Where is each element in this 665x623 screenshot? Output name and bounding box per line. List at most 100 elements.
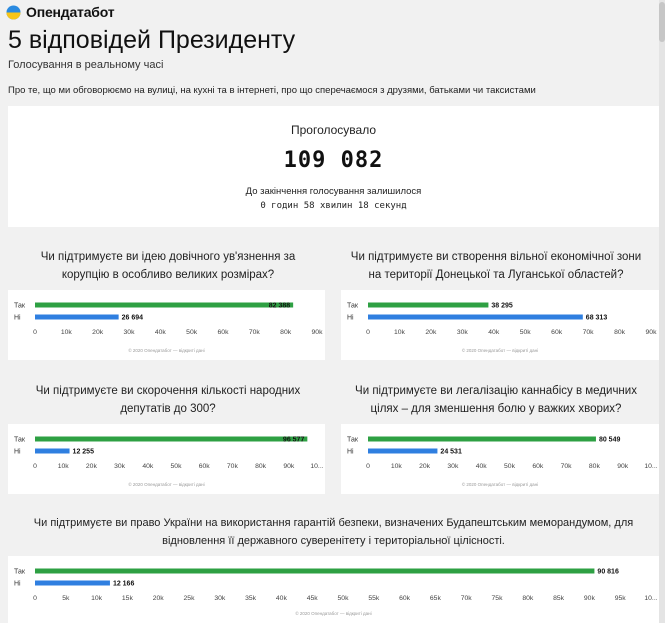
x-tick-label: 0 — [366, 329, 370, 336]
x-tick-label: 15k — [122, 595, 134, 602]
chart-4: Так 80 549 Ні 24 531 0 10k 20k 30k 40k 50k 60k 70k 8… — [341, 424, 659, 494]
x-tick-label: 50k — [520, 329, 532, 336]
x-tick-label: 70k — [461, 595, 473, 602]
x-tick-label: 90k — [584, 595, 596, 602]
category-label: Так — [14, 303, 26, 310]
x-tick-label: 25k — [184, 595, 196, 602]
question-5-line-2: відновлення її державного суверенітету і… — [162, 535, 505, 547]
question-4: Чи підтримуєте ви легалізацію каннабісу … — [337, 382, 655, 418]
x-tick-label: 10... — [644, 595, 657, 602]
chart-credit: © 2020 Опендатабот — відкриті дані — [128, 481, 204, 487]
x-tick-label: 60k — [218, 329, 230, 336]
x-tick-label: 10... — [644, 463, 657, 470]
bar-yes — [35, 568, 595, 574]
x-tick-label: 30k — [214, 595, 226, 602]
category-label: Ні — [347, 448, 354, 456]
page-title: 5 відповідей Президенту — [8, 26, 296, 54]
voted-label: Проголосувало — [290, 123, 377, 137]
x-tick-label: 50k — [504, 463, 516, 470]
category-label: Ні — [14, 448, 21, 456]
chart-credit: © 2020 Опендатабот — відкриті дані — [462, 347, 538, 353]
chart-2-svg: Так 38 295 Ні 68 313 0 10k 20k 30k 40k 50k 60k 70k 8… — [347, 302, 658, 353]
bar-no — [368, 314, 583, 320]
chart-1: Так 82 388 Ні 26 694 0 10k 20k 30k 40k 50k 60k 70k 8… — [8, 290, 325, 360]
question-4-line-2: цілях – для зменшення болю у важких хвор… — [370, 403, 622, 415]
category-label: Так — [14, 569, 26, 576]
x-tick-label: 90k — [617, 463, 629, 470]
question-5: Чи підтримуєте ви право України на викор… — [8, 514, 659, 550]
x-tick-label: 65k — [430, 595, 442, 602]
category-label: Так — [347, 437, 359, 444]
category-label: Ні — [14, 314, 21, 322]
x-tick-label: 40k — [142, 463, 154, 470]
x-tick-label: 90k — [646, 329, 658, 336]
x-tick-label: 10k — [391, 463, 403, 470]
question-1-line-1: Чи підтримуєте ви ідею довічного ув'язне… — [40, 251, 296, 263]
x-tick-label: 10... — [310, 463, 323, 470]
x-tick-label: 20k — [419, 463, 431, 470]
x-tick-label: 0 — [366, 463, 370, 470]
bar-value-label: 80 549 — [599, 437, 621, 444]
x-tick-label: 80k — [589, 463, 601, 470]
x-tick-label: 95k — [615, 595, 627, 602]
question-2-line-2: на території Донецької та Луганської обл… — [368, 269, 624, 281]
category-label: Ні — [14, 580, 21, 588]
chart-5-svg: Так 90 816 Ні 12 166 0 5k 10k 15k 20k 25k 30k 35k 40… — [14, 568, 658, 616]
x-tick-label: 50k — [186, 329, 198, 336]
bar-no — [35, 580, 110, 586]
x-tick-label: 35k — [245, 595, 257, 602]
page-subtitle: Голосування в реальному часі — [8, 59, 164, 71]
bar-value-label: 12 255 — [73, 449, 95, 456]
bar-yes — [35, 302, 294, 308]
header-logo[interactable]: Опендатабот — [6, 3, 115, 21]
chart-5: Так 90 816 Ні 12 166 0 5k 10k 15k 20k 25k 30k 35k 40… — [8, 556, 659, 623]
x-tick-label: 20k — [86, 463, 98, 470]
brand-name: Опендатабот — [26, 4, 115, 20]
x-tick-label: 80k — [522, 595, 534, 602]
x-tick-label: 80k — [255, 463, 267, 470]
bar-value-label: 38 295 — [491, 303, 513, 310]
x-tick-label: 30k — [447, 463, 459, 470]
x-tick-label: 40k — [276, 595, 288, 602]
x-tick-label: 5k — [62, 595, 70, 602]
x-tick-label: 90k — [312, 329, 324, 336]
bar-value-label: 90 816 — [597, 569, 619, 576]
chart-credit: © 2020 Опендатабот — відкриті дані — [462, 481, 538, 487]
x-tick-label: 10k — [91, 595, 103, 602]
opendatabot-logo-icon — [6, 4, 21, 20]
bar-value-label: 24 531 — [440, 449, 462, 456]
x-tick-label: 75k — [492, 595, 504, 602]
chart-3-svg: Так 96 577 Ні 12 255 0 10k 20k 30k 40k 50k 60k 70k 8… — [14, 436, 324, 487]
x-tick-label: 60k — [551, 329, 563, 336]
x-tick-label: 60k — [199, 463, 211, 470]
chart-2: Так 38 295 Ні 68 313 0 10k 20k 30k 40k 50k 60k 70k 8… — [341, 290, 659, 360]
page-scrollbar[interactable] — [659, 0, 665, 623]
bar-no — [35, 314, 119, 320]
x-tick-label: 50k — [171, 463, 183, 470]
category-label: Ні — [347, 314, 354, 322]
countdown-timer: 0 годин 58 хвилин 18 секунд — [260, 201, 407, 211]
x-tick-label: 85k — [553, 595, 565, 602]
x-tick-label: 10k — [61, 329, 73, 336]
question-5-line-1: Чи підтримуєте ви право України на викор… — [33, 517, 634, 529]
x-tick-label: 30k — [457, 329, 469, 336]
vote-summary-card: Проголосувало 109 082 До закінчення голо… — [8, 106, 659, 227]
x-tick-label: 70k — [249, 329, 261, 336]
x-tick-label: 0 — [33, 463, 37, 470]
bar-no — [368, 448, 438, 454]
scrollbar-thumb[interactable] — [659, 2, 665, 42]
question-1-line-2: корупцію в особливо великих розмірах? — [61, 269, 275, 281]
category-label: Так — [14, 437, 26, 444]
question-3-line-2: депутатів до 300? — [120, 403, 216, 415]
x-tick-label: 80k — [614, 329, 626, 336]
voted-total: 109 082 — [283, 148, 384, 173]
x-tick-label: 50k — [338, 595, 350, 602]
x-tick-label: 90k — [283, 463, 295, 470]
bar-yes — [368, 302, 489, 308]
chart-4-svg: Так 80 549 Ні 24 531 0 10k 20k 30k 40k 50k 60k 70k 8… — [347, 436, 658, 487]
remaining-label: До закінчення голосування залишилося — [245, 186, 422, 197]
x-tick-label: 70k — [561, 463, 573, 470]
x-tick-label: 0 — [33, 329, 37, 336]
bar-value-label: 96 577 — [283, 437, 305, 444]
chart-3: Так 96 577 Ні 12 255 0 10k 20k 30k 40k 50k 60k 70k 8… — [8, 424, 325, 494]
